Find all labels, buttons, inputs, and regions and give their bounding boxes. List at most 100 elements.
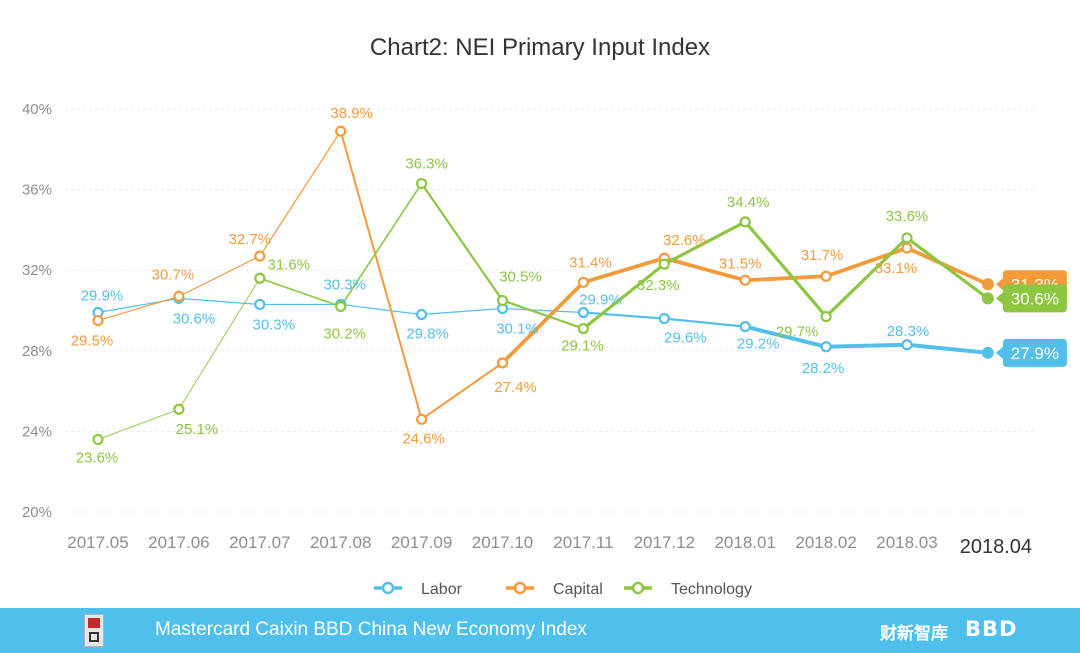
labor-point [416,308,428,321]
capital-point [173,290,185,302]
y-tick-label: 24% [22,423,52,440]
legend-label: Labor [421,581,463,598]
labor-data-label: 28.2% [802,360,845,377]
caixin-brand: 财新智库 [880,624,948,644]
chart-title: Chart2: NEI Primary Input Index [370,34,710,61]
technology-data-label: 29.1% [561,338,604,355]
capital-data-label: 27.4% [494,379,537,396]
x-tick-label: 2017.10 [472,533,533,552]
line-chart: Chart2: NEI Primary Input Index 20% 24% 28%… [22,34,1067,598]
labor-line-segment [824,342,909,349]
capital-point [981,278,994,291]
legend-swatch-marker [381,581,395,595]
labor-point [739,321,751,333]
capital-line-segment [905,246,990,287]
x-tick-label: 2017.08 [310,533,371,552]
x-tick-label: 2017.11 [553,533,613,552]
capital-line-segment [662,256,748,283]
x-tick-label: 2018.02 [795,533,856,552]
technology-point [820,310,832,323]
capital-data-label: 29.5% [71,333,114,350]
technology-data-label: 34.4% [727,194,770,211]
capital-line-segment [500,280,586,365]
legend-label: Capital [553,581,603,598]
technology-data-label: 29.7% [776,324,819,341]
x-tick-label: 2018.01 [714,533,775,552]
technology-line-segment [97,408,180,440]
labor-line-segment [663,317,747,328]
technology-point [739,216,751,228]
capital-data-label: 31.4% [569,254,612,271]
labor-data-label: 29.8% [406,326,449,343]
capital-data-label: 32.7% [229,231,272,248]
x-tick-label: 2017.06 [148,533,209,552]
labor-data-label: 29.2% [737,336,780,353]
technology-line-segment [420,182,504,302]
capital-point [92,314,104,327]
technology-data-label: 23.6% [76,449,119,466]
x-tick-label: 2017.05 [67,533,128,552]
labor-data-label: 30.3% [323,276,366,293]
y-tick-label: 40% [22,101,52,118]
labor-line-segment [582,311,666,320]
technology-data-label: 36.3% [405,156,448,173]
labor-data-label: 30.6% [173,310,216,327]
footer-bar: Mastercard Caixin BBD China New Economy … [0,608,1080,653]
capital-data-label: 31.5% [719,255,762,272]
technology-point [658,258,670,270]
capital-point [254,250,266,262]
capital-line-segment [259,130,342,257]
x-tick-label: 2017.07 [229,533,290,552]
legend-swatch-marker [631,581,645,595]
technology-data-label: 31.6% [268,256,311,273]
labor-latest-tag [995,338,1067,367]
technology-point [901,232,913,244]
technology-point [496,294,509,307]
technology-data-label: 30.2% [323,325,366,342]
capital-point [739,274,751,286]
technology-line-segment [905,236,990,301]
capital-point [820,270,832,282]
technology-point [173,403,185,415]
technology-line-segment [178,277,261,410]
y-tick-label: 32% [22,262,52,279]
capital-point [496,357,509,369]
technology-latest-label: 30.6% [1011,289,1059,308]
capital-point [335,125,347,137]
labor-point [254,298,266,311]
capital-data-label: 31.7% [801,247,844,264]
technology-data-label: 33.6% [886,208,929,225]
y-tick-label: 36% [22,182,52,199]
labor-data-label: 29.9% [81,288,124,305]
technology-point [254,272,266,284]
y-tick-label: 20% [22,504,52,521]
labor-line-segment [178,297,261,306]
y-tick-label: 28% [22,343,52,360]
technology-point [577,323,590,335]
technology-data-label: 25.1% [176,421,219,438]
technology-line-segment [824,236,909,319]
labor-data-label: 30.1% [496,320,539,337]
labor-line-segment [905,342,990,355]
technology-data-label: 30.5% [499,268,542,285]
technology-data-label: 32.3% [637,277,680,294]
capital-data-label: 30.7% [152,266,195,283]
technology-point [416,177,428,190]
capital-line-segment [581,256,667,285]
capital-point [416,413,428,425]
technology-latest-tag [995,284,1067,313]
capital-data-label: 33.1% [875,260,918,277]
labor-point [577,306,590,319]
labor-data-label: 30.3% [253,316,296,333]
labor-latest-label: 27.9% [1011,344,1059,363]
technology-line-segment [501,299,585,330]
nei-logo-icon [84,614,104,647]
technology-line-segment [258,277,342,308]
labor-line-segment [340,303,423,316]
legend-label: Technology [671,581,752,598]
labor-data-label: 29.6% [664,330,707,347]
technology-line-segment [581,262,666,331]
technology-point [335,300,347,313]
labor-point [901,339,913,351]
